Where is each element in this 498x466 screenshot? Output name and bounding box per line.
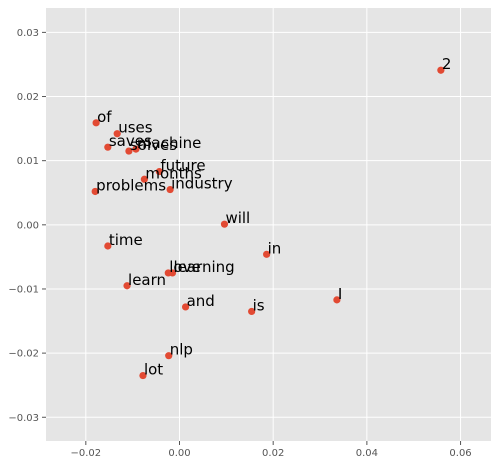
data-label: love [169,258,200,276]
data-label: solves [130,136,177,154]
x-tick-label: 0.00 [168,448,190,459]
data-label: learning [173,258,234,276]
y-tick-label: −0.03 [8,413,39,424]
data-label: months [145,164,202,182]
data-label: saves [109,132,152,150]
data-label: machine [137,134,201,152]
x-axis: −0.02 0.00 0.02 0.04 0.06 [70,441,472,459]
y-tick-label: 0.02 [17,92,39,103]
data-label: industry [171,175,233,193]
data-point [113,130,121,138]
x-tick-label: 0.02 [262,448,284,459]
data-label: future [160,157,205,175]
data-label: uses [118,119,153,137]
y-tick-label: 0.00 [17,220,39,231]
data-point [168,269,177,277]
data-point [181,303,190,311]
data-point [104,143,112,151]
data-points [91,66,445,380]
data-point [91,187,99,196]
data-label: lot [144,361,163,379]
data-point [123,282,131,290]
x-tick-label: 0.04 [356,448,378,459]
data-label: time [109,231,143,249]
data-label: of [97,108,112,126]
data-point [263,250,271,258]
data-point [125,147,133,155]
data-label: learn [128,271,166,289]
data-label: I [338,285,342,303]
data-point [437,66,445,74]
data-point [92,119,100,127]
data-point [155,167,163,176]
data-label: nlp [170,341,193,359]
data-point [165,352,173,360]
y-axis: 0.03 0.02 0.01 0.00 −0.01 −0.02 −0.03 [8,28,46,424]
y-tick-label: 0.01 [17,156,39,167]
data-label: will [225,209,250,227]
data-label: is [253,296,265,314]
data-label: 2 [442,55,452,73]
data-point [220,220,229,228]
data-point [139,371,147,380]
data-label: in [268,239,282,257]
data-point [333,296,341,304]
data-label: problems [96,176,166,194]
y-tick-label: 0.03 [17,28,39,39]
data-point [132,145,140,153]
data-label: and [187,292,215,310]
y-tick-label: −0.01 [8,284,39,295]
x-tick-label: 0.06 [449,448,471,459]
y-tick-label: −0.02 [8,349,39,360]
x-tick-label: −0.02 [70,448,101,459]
data-point [248,307,256,316]
grid-lines [46,8,491,441]
data-point [166,185,174,194]
data-point [140,175,148,183]
data-point [104,242,112,250]
